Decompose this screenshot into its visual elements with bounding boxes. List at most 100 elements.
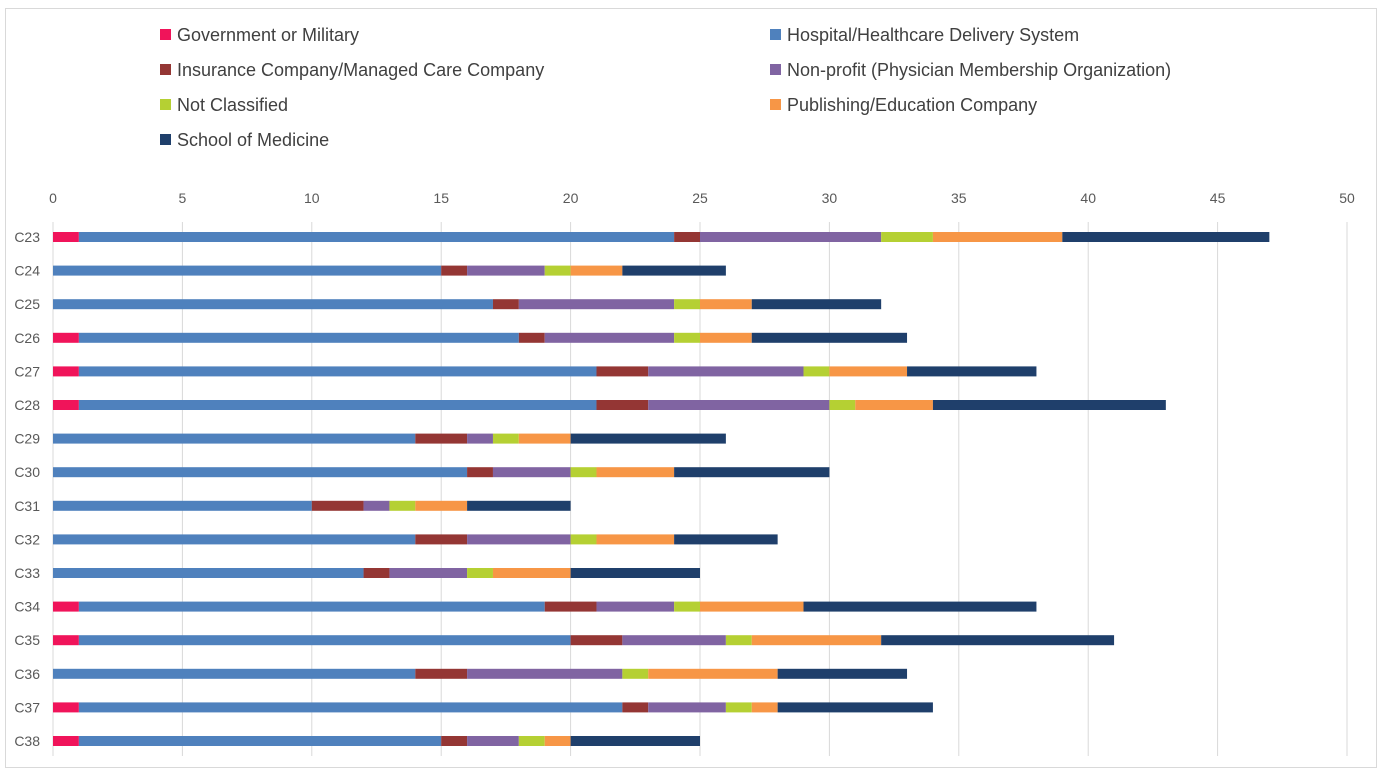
y-category-label: C32 bbox=[14, 531, 40, 547]
bar-segment bbox=[53, 500, 312, 511]
bar-segment bbox=[751, 702, 778, 713]
bar-segment bbox=[467, 534, 571, 545]
bar-segment bbox=[725, 702, 752, 713]
legend-swatch bbox=[160, 99, 171, 110]
y-category-label: C34 bbox=[14, 599, 40, 615]
y-category-label: C36 bbox=[14, 666, 40, 682]
bar-segment bbox=[544, 332, 675, 343]
bar-segment bbox=[78, 702, 623, 713]
bar-segment bbox=[441, 265, 468, 276]
bar-segment bbox=[1062, 232, 1270, 242]
x-axis-tick-labels: 0 5 10 15 20 25 30 35 40 45 50 bbox=[49, 190, 1355, 206]
bar-segment bbox=[53, 635, 79, 646]
bar-segment bbox=[544, 736, 571, 746]
bar-segment bbox=[467, 467, 493, 478]
legend-swatch bbox=[160, 134, 171, 145]
bar-segment bbox=[518, 299, 675, 310]
x-tick-label: 20 bbox=[563, 190, 579, 206]
bar-segment bbox=[53, 232, 79, 242]
bar-segment bbox=[53, 366, 79, 377]
bar-segment bbox=[518, 736, 545, 746]
bar-segment bbox=[492, 299, 519, 310]
legend-item: Government or Military bbox=[160, 25, 359, 45]
bar-segment bbox=[648, 400, 830, 410]
legend-label: Non-profit (Physician Membership Organiz… bbox=[787, 60, 1171, 80]
bar-segment bbox=[415, 534, 468, 545]
x-tick-label: 5 bbox=[179, 190, 187, 206]
bar-segment bbox=[907, 366, 1037, 377]
bar-segment bbox=[700, 332, 752, 343]
bar-segment bbox=[518, 433, 571, 444]
y-category-label: C25 bbox=[14, 296, 40, 312]
y-category-label: C37 bbox=[14, 699, 40, 715]
bar-segment bbox=[53, 467, 468, 478]
bar-segment bbox=[725, 635, 752, 646]
legend-item: School of Medicine bbox=[160, 130, 329, 150]
bar-segment bbox=[622, 668, 649, 679]
bar-segment bbox=[674, 467, 830, 478]
bar-segment bbox=[53, 568, 364, 578]
bar-segment bbox=[932, 400, 1166, 410]
x-tick-label: 40 bbox=[1080, 190, 1096, 206]
bar-segment bbox=[829, 400, 856, 410]
bar-segment bbox=[596, 601, 675, 612]
bar-segment bbox=[674, 534, 778, 545]
bar-segment bbox=[881, 232, 933, 242]
legend-label: Insurance Company/Managed Care Company bbox=[177, 60, 544, 80]
bar-segment bbox=[492, 433, 519, 444]
bar-segment bbox=[803, 601, 1037, 612]
bar-segment bbox=[751, 299, 882, 310]
bar-segment bbox=[492, 467, 571, 478]
legend-swatch bbox=[770, 29, 781, 40]
bar-segment bbox=[78, 232, 675, 242]
bar-segment bbox=[544, 265, 571, 276]
legend-label: Hospital/Healthcare Delivery System bbox=[787, 25, 1079, 45]
bar-segment bbox=[700, 299, 752, 310]
bar-segment bbox=[441, 736, 468, 746]
gridlines bbox=[52, 222, 1348, 756]
y-category-label: C28 bbox=[14, 397, 40, 413]
bar-segment bbox=[467, 736, 519, 746]
legend-swatch bbox=[160, 64, 171, 75]
bar-segment bbox=[53, 736, 79, 746]
bar-segment bbox=[596, 467, 675, 478]
bar-segment bbox=[415, 500, 468, 511]
x-tick-label: 45 bbox=[1210, 190, 1226, 206]
bar-segment bbox=[467, 433, 493, 444]
y-category-label: C24 bbox=[14, 263, 40, 279]
bar-segment bbox=[570, 736, 700, 746]
x-tick-label: 15 bbox=[433, 190, 449, 206]
bar-segment bbox=[53, 668, 416, 679]
bar-segment bbox=[389, 568, 468, 578]
x-tick-label: 0 bbox=[49, 190, 57, 206]
bar-segment bbox=[932, 232, 1063, 242]
bar-segment bbox=[881, 635, 1115, 646]
bar-segment bbox=[53, 332, 79, 343]
bar-segment bbox=[700, 232, 882, 242]
x-tick-label: 30 bbox=[822, 190, 838, 206]
bar-segment bbox=[570, 433, 726, 444]
bar-segment bbox=[78, 736, 442, 746]
legend-item: Non-profit (Physician Membership Organiz… bbox=[770, 60, 1171, 80]
legend-swatch bbox=[770, 64, 781, 75]
x-tick-label: 50 bbox=[1339, 190, 1355, 206]
legend-label: Publishing/Education Company bbox=[787, 95, 1037, 115]
bar-segment bbox=[622, 635, 726, 646]
bar-segment bbox=[78, 332, 519, 343]
y-category-label: C35 bbox=[14, 632, 40, 648]
bar-segment bbox=[855, 400, 933, 410]
bar-segment bbox=[78, 635, 571, 646]
bar-segment bbox=[518, 332, 545, 343]
legend-item: Hospital/Healthcare Delivery System bbox=[770, 25, 1079, 45]
bar-segment bbox=[544, 601, 597, 612]
bar-segment bbox=[415, 668, 468, 679]
bar-segment bbox=[78, 400, 597, 410]
bar-segment bbox=[311, 500, 364, 511]
x-tick-label: 35 bbox=[951, 190, 967, 206]
bar-segment bbox=[751, 332, 908, 343]
y-axis-category-labels: C23 C24 C25 C26 C27 C28 C29 C30 C31 C32 C33 C34 C35 C… bbox=[14, 229, 40, 749]
bars bbox=[53, 232, 1270, 746]
legend-swatch bbox=[160, 29, 171, 40]
bar-segment bbox=[467, 668, 623, 679]
